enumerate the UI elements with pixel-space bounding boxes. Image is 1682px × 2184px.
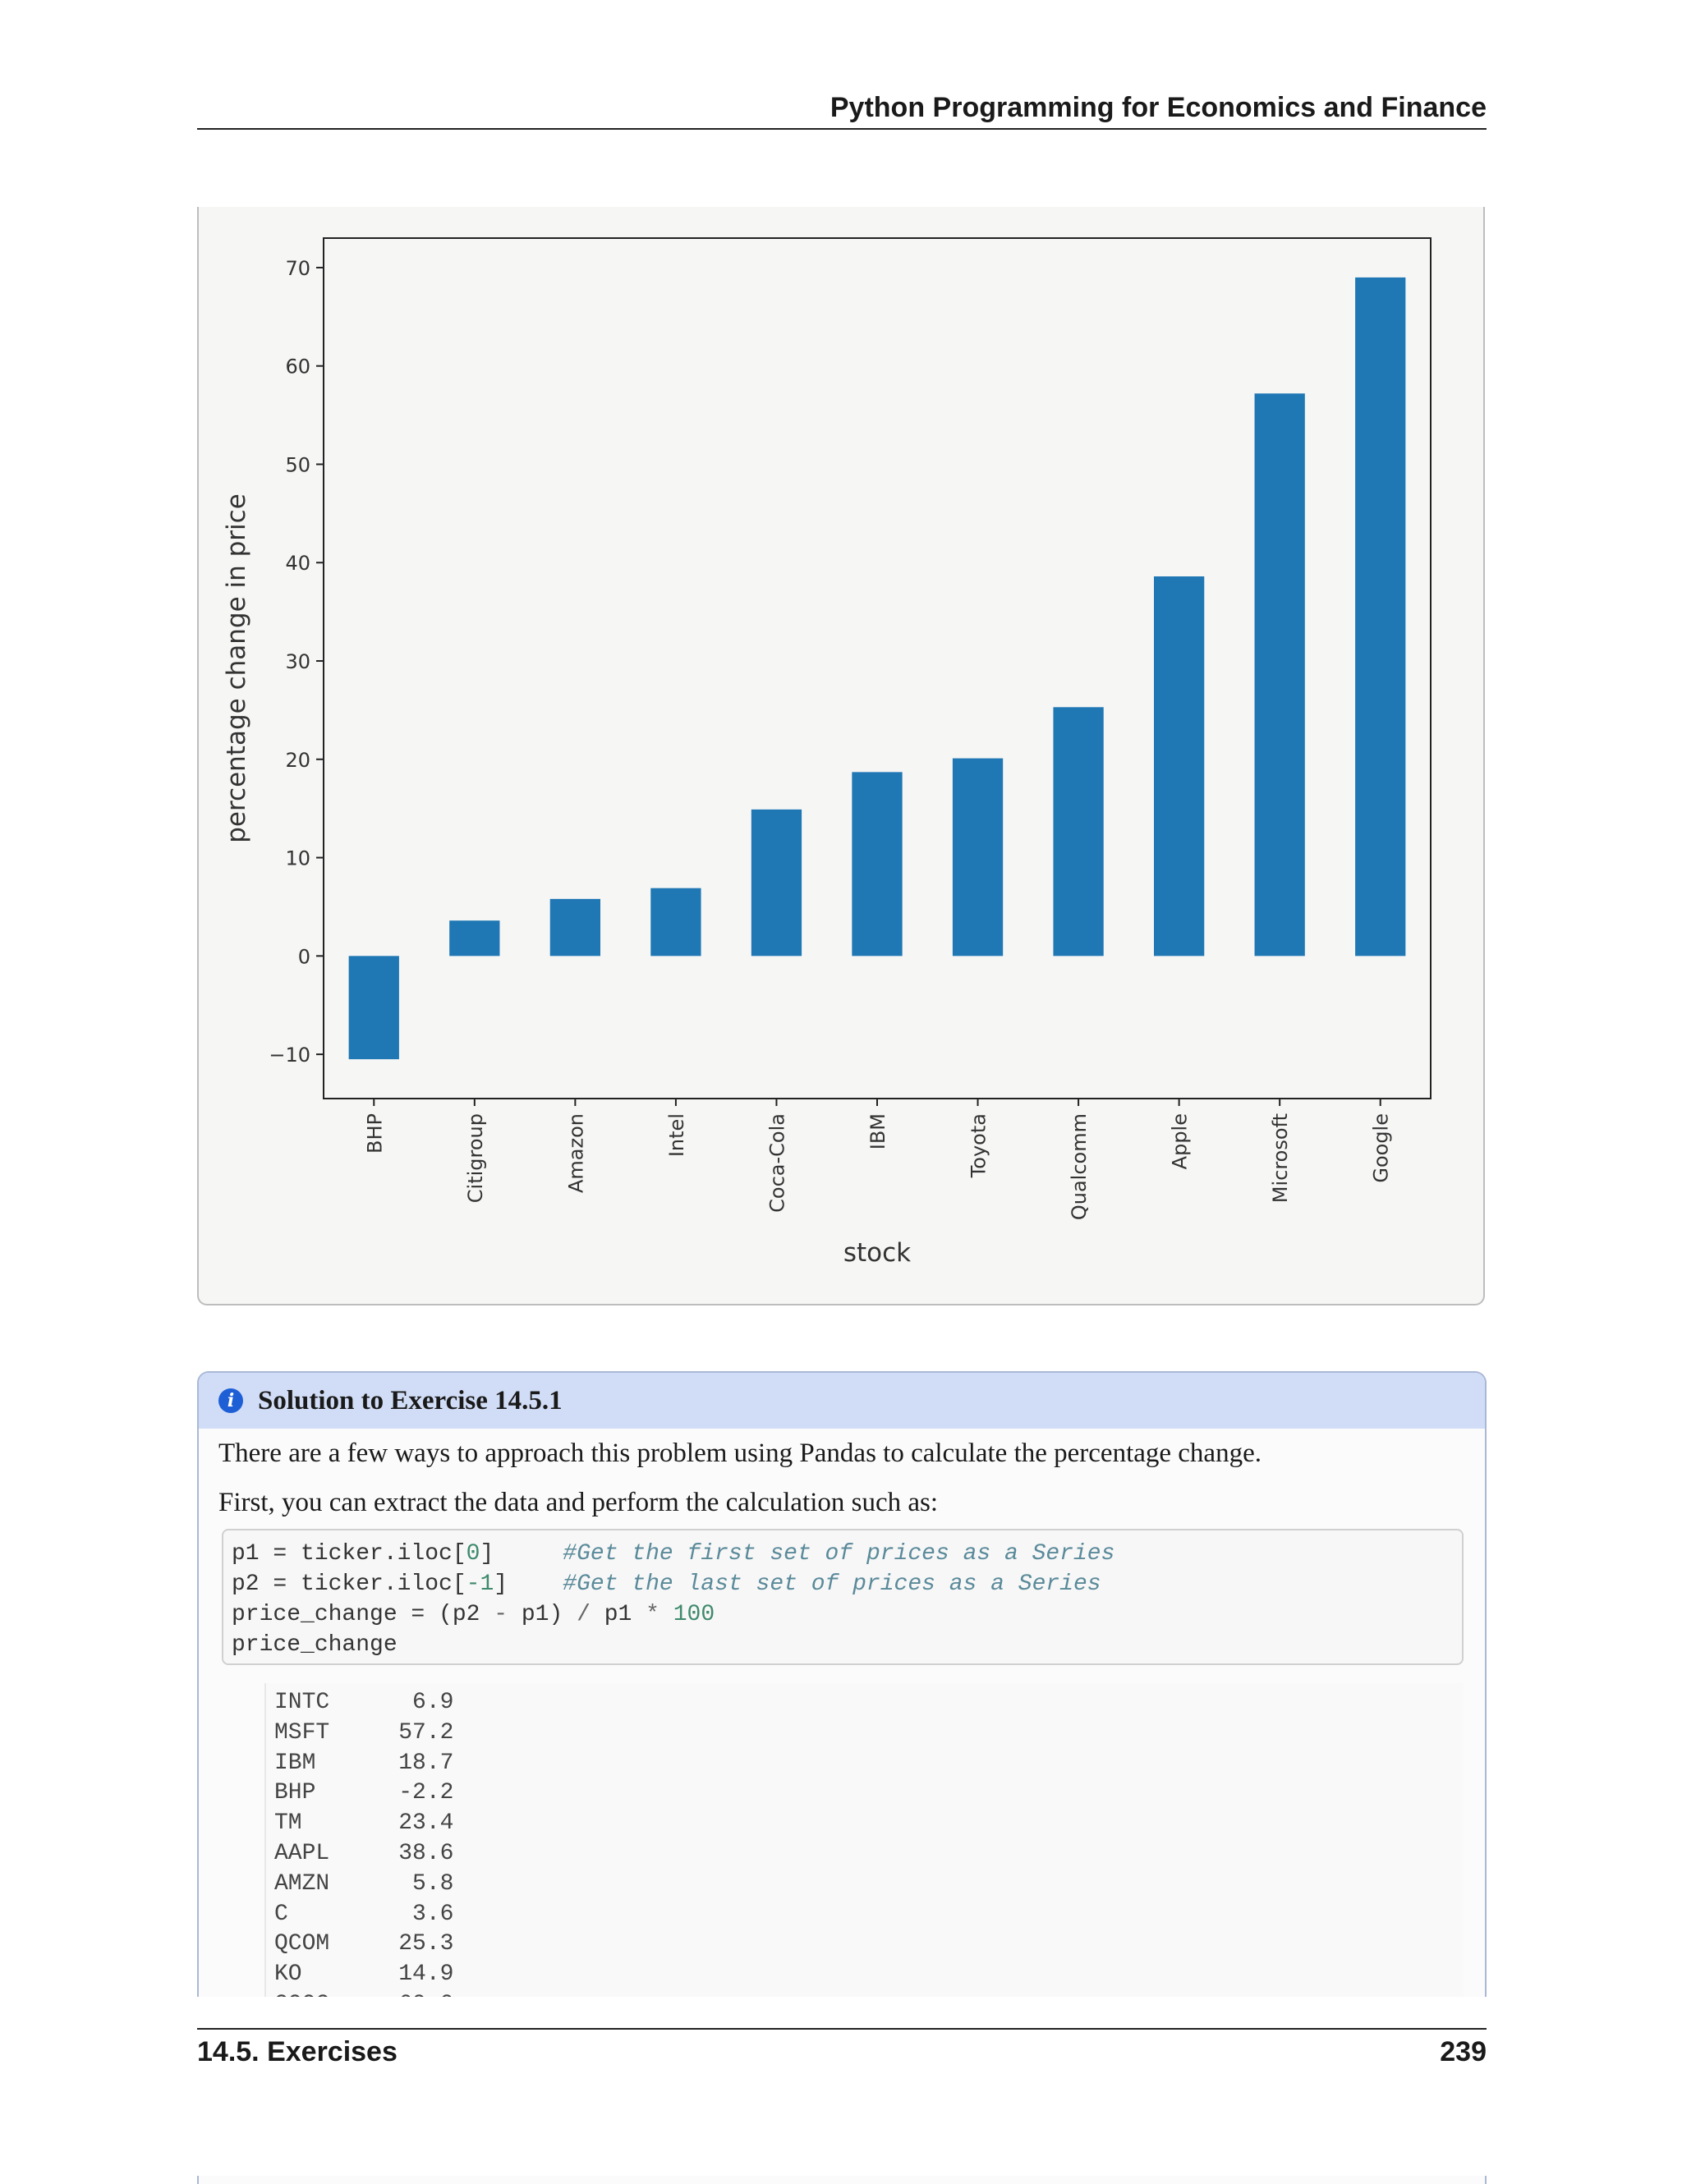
- y-axis-label: percentage change in price: [222, 493, 251, 843]
- code-line-3: price_change = (p2 - p1) / p1 * 100: [232, 1602, 715, 1627]
- info-icon: i: [218, 1388, 243, 1413]
- y-tick-label: 40: [285, 552, 310, 575]
- bar-ibm: [852, 772, 903, 957]
- code-block[interactable]: p1 = ticker.iloc[0] #Get the first set o…: [222, 1529, 1464, 1665]
- footer-rule: [197, 2028, 1487, 2030]
- code-line-1: p1 = ticker.iloc[0] #Get the first set o…: [232, 1541, 1115, 1567]
- page-header-title: Python Programming for Economics and Fin…: [830, 92, 1487, 123]
- x-tick-label: BHP: [363, 1113, 386, 1154]
- x-tick-label: Citigroup: [464, 1113, 487, 1203]
- y-tick-label: 70: [285, 257, 310, 280]
- y-tick-label: 50: [285, 453, 310, 476]
- y-tick-label: −10: [269, 1044, 310, 1067]
- x-tick-label: Microsoft: [1269, 1113, 1292, 1203]
- bar-intel: [650, 888, 701, 957]
- bar-microsoft: [1254, 393, 1305, 957]
- bar-qualcomm: [1053, 707, 1104, 957]
- bar-toyota: [952, 758, 1004, 957]
- page-number: 239: [1440, 2036, 1487, 2067]
- x-tick-label: Toyota: [967, 1113, 990, 1178]
- bar-apple: [1154, 576, 1205, 957]
- bar-coca-cola: [751, 809, 802, 957]
- footer-section-label: 14.5. Exercises: [197, 2036, 398, 2067]
- x-tick-label: Amazon: [564, 1113, 587, 1193]
- y-tick-label: 60: [285, 356, 310, 379]
- code-line-4: price_change: [232, 1632, 398, 1658]
- x-tick-label: Coca-Cola: [765, 1113, 788, 1213]
- y-tick-label: 30: [285, 650, 310, 673]
- bar-chart: −10 0 10 20 30 40 50 60 70 BHP Citigroup Amazon Inte…: [222, 237, 1432, 1268]
- figure-container: −10 0 10 20 30 40 50 60 70 BHP Citigroup Amazon Inte…: [197, 207, 1485, 1305]
- y-tick-label: 0: [298, 945, 310, 968]
- solution-header: i Solution to Exercise 14.5.1: [199, 1373, 1485, 1429]
- header-rule: [197, 128, 1487, 130]
- solution-paragraph-2: First, you can extract the data and perf…: [218, 1488, 939, 1517]
- bar-citigroup: [449, 920, 500, 957]
- y-tick-label: 20: [285, 749, 310, 772]
- x-tick-label: Qualcomm: [1068, 1113, 1091, 1220]
- x-axis-label: stock: [843, 1238, 911, 1268]
- solution-title: Solution to Exercise 14.5.1: [258, 1385, 563, 1415]
- bar-google: [1355, 277, 1406, 957]
- bar-amazon: [549, 898, 600, 957]
- x-tick-label: Google: [1370, 1113, 1393, 1183]
- solution-paragraph-1: There are a few ways to approach this pr…: [218, 1438, 1262, 1468]
- y-tick-label: 10: [285, 847, 310, 870]
- x-tick-label: Apple: [1169, 1113, 1192, 1169]
- bar-bhp: [348, 956, 399, 1060]
- x-tick-label: Intel: [665, 1113, 688, 1157]
- footer-area: [0, 1997, 1682, 2176]
- code-line-2: p2 = ticker.iloc[-1] #Get the last set o…: [232, 1571, 1101, 1597]
- x-tick-label: IBM: [866, 1113, 889, 1149]
